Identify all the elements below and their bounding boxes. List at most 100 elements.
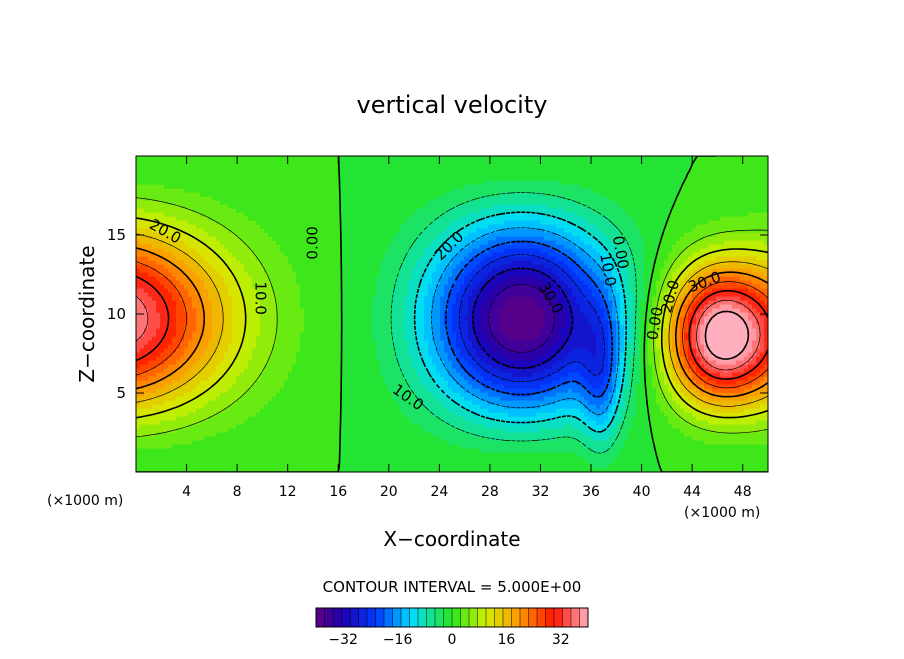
field-cell <box>340 164 345 169</box>
field-cell <box>152 452 157 457</box>
field-cell <box>352 252 357 257</box>
field-cell <box>260 352 265 357</box>
field-cell <box>276 288 281 293</box>
field-cell <box>360 312 365 317</box>
field-cell <box>192 276 197 281</box>
field-cell <box>212 268 217 273</box>
field-cell <box>144 316 149 321</box>
field-cell <box>200 432 205 437</box>
field-cell <box>180 368 185 373</box>
field-cell <box>200 352 205 357</box>
field-cell <box>220 340 225 345</box>
field-cell <box>216 212 221 217</box>
field-cell <box>384 392 389 397</box>
field-cell <box>312 156 317 161</box>
field-cell <box>236 160 241 165</box>
field-cell <box>384 304 389 309</box>
field-cell <box>152 256 157 261</box>
field-cell <box>328 192 333 197</box>
field-cell <box>324 388 329 393</box>
field-cell <box>244 356 249 361</box>
field-cell <box>208 436 213 441</box>
field-cell <box>292 208 297 213</box>
field-cell <box>220 216 225 221</box>
field-cell <box>248 368 253 373</box>
field-cell <box>208 420 213 425</box>
field-cell <box>220 360 225 365</box>
field-cell <box>188 208 193 213</box>
field-cell <box>304 272 309 277</box>
field-cell <box>172 464 177 469</box>
field-cell <box>324 276 329 281</box>
field-cell <box>332 352 337 357</box>
field-cell <box>312 332 317 337</box>
field-cell <box>232 204 237 209</box>
field-cell <box>284 408 289 413</box>
field-cell <box>144 424 149 429</box>
field-cell <box>172 196 177 201</box>
field-cell <box>312 196 317 201</box>
field-cell <box>316 380 321 385</box>
field-cell <box>212 300 217 305</box>
field-cell <box>248 372 253 377</box>
field-cell <box>244 416 249 421</box>
field-cell <box>240 344 245 349</box>
field-cell <box>244 440 249 445</box>
field-cell <box>184 308 189 313</box>
field-cell <box>232 336 237 341</box>
field-cell <box>276 372 281 377</box>
field-cell <box>232 344 237 349</box>
field-cell <box>360 440 365 445</box>
field-cell <box>304 212 309 217</box>
field-cell <box>376 444 381 449</box>
field-cell <box>304 244 309 249</box>
field-cell <box>364 196 369 201</box>
field-cell <box>236 380 241 385</box>
field-cell <box>192 368 197 373</box>
field-cell <box>312 264 317 269</box>
field-cell <box>196 348 201 353</box>
field-cell <box>252 432 257 437</box>
field-cell <box>344 228 349 233</box>
field-cell <box>256 228 261 233</box>
field-cell <box>212 176 217 181</box>
field-cell <box>288 300 293 305</box>
field-cell <box>300 388 305 393</box>
field-cell <box>232 328 237 333</box>
field-cell <box>264 236 269 241</box>
field-cell <box>296 416 301 421</box>
field-cell <box>180 416 185 421</box>
field-cell <box>168 296 173 301</box>
field-cell <box>268 184 273 189</box>
field-cell <box>136 264 141 269</box>
field-cell <box>352 364 357 369</box>
field-cell <box>228 400 233 405</box>
field-cell <box>276 464 281 469</box>
field-cell <box>276 280 281 285</box>
field-cell <box>288 464 293 469</box>
field-cell <box>300 412 305 417</box>
field-cell <box>196 264 201 269</box>
field-cell <box>268 196 273 201</box>
field-cell <box>296 224 301 229</box>
field-cell <box>332 176 337 181</box>
field-cell <box>328 344 333 349</box>
field-cell <box>320 468 325 472</box>
field-cell <box>236 236 241 241</box>
field-cell <box>156 208 161 213</box>
field-cell <box>300 408 305 413</box>
field-cell <box>200 160 205 165</box>
field-cell <box>356 452 361 457</box>
field-cell <box>208 376 213 381</box>
field-cell <box>212 288 217 293</box>
field-cell <box>184 332 189 337</box>
field-cell <box>360 456 365 461</box>
field-cell <box>160 168 165 173</box>
field-cell <box>356 324 361 329</box>
field-cell <box>308 168 313 173</box>
field-cell <box>256 156 261 161</box>
field-cell <box>376 372 381 377</box>
field-cell <box>180 408 185 413</box>
field-cell <box>356 448 361 453</box>
field-cell <box>300 400 305 405</box>
